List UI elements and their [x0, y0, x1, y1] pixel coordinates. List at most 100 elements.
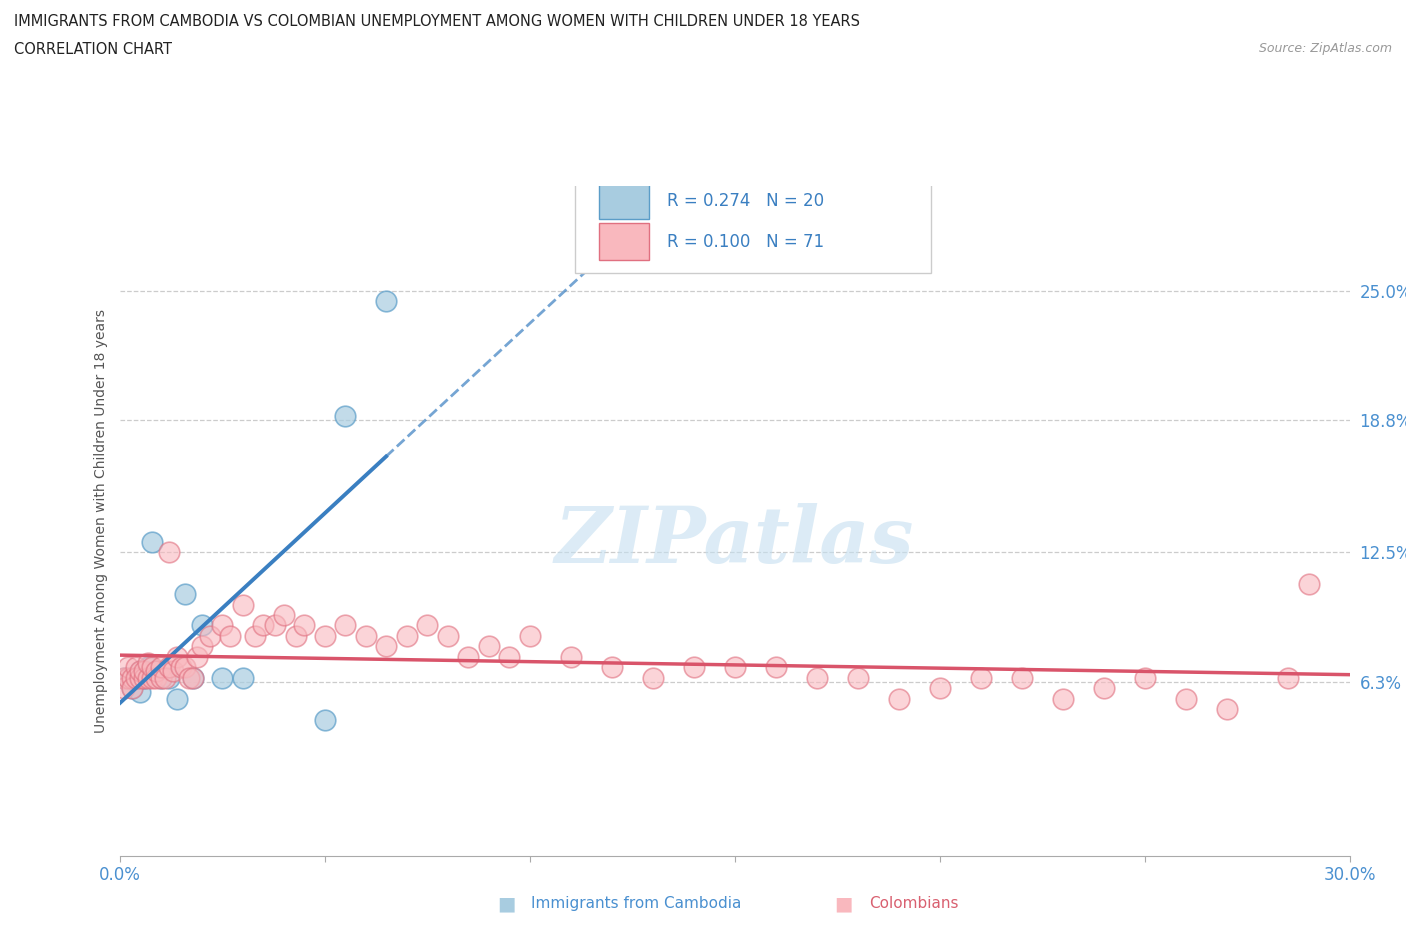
Text: IMMIGRANTS FROM CAMBODIA VS COLOMBIAN UNEMPLOYMENT AMONG WOMEN WITH CHILDREN UND: IMMIGRANTS FROM CAMBODIA VS COLOMBIAN UN… [14, 14, 860, 29]
Point [157, 660, 180, 675]
Point [1277, 671, 1299, 685]
Point [273, 607, 295, 622]
Point [112, 671, 135, 685]
Point [136, 656, 159, 671]
Point [219, 629, 242, 644]
Point [117, 660, 139, 675]
Point [132, 671, 156, 685]
Point [153, 671, 176, 685]
Point [887, 691, 910, 706]
Text: ■: ■ [496, 895, 516, 913]
Point [375, 294, 398, 309]
Point [117, 671, 139, 685]
Point [183, 671, 205, 685]
Point [183, 671, 205, 685]
Point [149, 671, 172, 685]
Point [478, 639, 501, 654]
Point [157, 671, 180, 685]
Point [765, 660, 787, 675]
Point [112, 671, 135, 685]
Point [112, 681, 135, 696]
Point [264, 618, 287, 633]
Point [231, 671, 254, 685]
Text: CORRELATION CHART: CORRELATION CHART [14, 42, 172, 57]
Point [846, 671, 869, 685]
Point [129, 685, 152, 700]
Point [121, 681, 143, 696]
Text: R = 0.274   N = 20: R = 0.274 N = 20 [666, 193, 824, 210]
Point [498, 649, 520, 664]
Point [519, 629, 541, 644]
FancyBboxPatch shape [575, 166, 932, 273]
Point [162, 664, 184, 679]
Point [314, 629, 336, 644]
Text: Colombians: Colombians [869, 897, 959, 911]
Point [145, 664, 167, 679]
Point [166, 649, 188, 664]
Point [129, 671, 152, 685]
Point [284, 629, 307, 644]
Point [190, 618, 212, 633]
Point [333, 409, 356, 424]
Point [179, 671, 201, 685]
Point [211, 671, 233, 685]
Text: R = 0.100   N = 71: R = 0.100 N = 71 [666, 232, 824, 250]
Text: ZIPatlas: ZIPatlas [555, 502, 914, 579]
Point [136, 671, 159, 685]
Point [145, 671, 167, 685]
Y-axis label: Unemployment Among Women with Children Under 18 years: Unemployment Among Women with Children U… [94, 309, 108, 733]
Point [724, 660, 747, 675]
Point [121, 681, 143, 696]
Point [600, 660, 623, 675]
Point [129, 664, 152, 679]
Point [125, 671, 148, 685]
Point [149, 660, 172, 675]
Point [117, 671, 139, 685]
Point [354, 629, 377, 644]
Point [243, 629, 266, 644]
Point [1298, 577, 1320, 591]
Point [136, 660, 159, 675]
Point [125, 671, 148, 685]
Point [166, 691, 188, 706]
Point [157, 545, 180, 560]
Point [416, 618, 439, 633]
Point [314, 712, 336, 727]
Point [375, 639, 398, 654]
Point [1092, 681, 1115, 696]
Point [1052, 691, 1074, 706]
Point [141, 660, 163, 675]
Point [170, 660, 193, 675]
Text: Source: ZipAtlas.com: Source: ZipAtlas.com [1258, 42, 1392, 55]
Bar [599, 182, 648, 219]
Point [141, 535, 163, 550]
Point [682, 660, 704, 675]
Point [198, 629, 221, 644]
Point [121, 671, 143, 685]
Text: ■: ■ [834, 895, 853, 913]
Point [970, 671, 993, 685]
Point [149, 671, 172, 685]
Point [174, 587, 197, 602]
Point [928, 681, 950, 696]
Point [806, 671, 828, 685]
Text: Immigrants from Cambodia: Immigrants from Cambodia [531, 897, 742, 911]
Point [457, 649, 479, 664]
Point [1133, 671, 1156, 685]
Point [132, 671, 156, 685]
Point [292, 618, 315, 633]
Point [129, 664, 152, 679]
Point [125, 660, 148, 675]
Point [211, 618, 233, 633]
Bar [599, 223, 648, 259]
Point [190, 639, 212, 654]
Point [641, 671, 664, 685]
Point [436, 629, 458, 644]
Point [560, 649, 582, 664]
Point [1216, 702, 1239, 717]
Point [141, 671, 163, 685]
Point [252, 618, 274, 633]
Point [186, 649, 208, 664]
Point [231, 597, 254, 612]
Point [395, 629, 418, 644]
